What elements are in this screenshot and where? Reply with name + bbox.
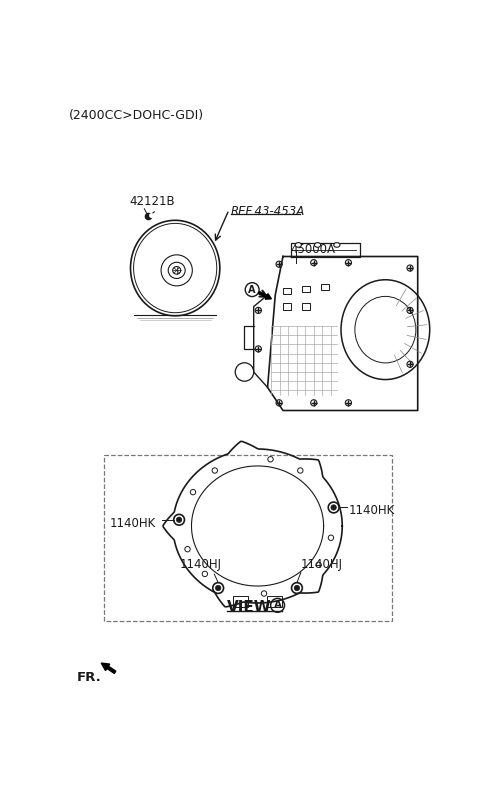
Text: FR.: FR. bbox=[77, 671, 101, 684]
Circle shape bbox=[176, 517, 182, 522]
Bar bbox=[302, 303, 310, 310]
Text: REF.43-453A: REF.43-453A bbox=[230, 205, 305, 218]
Ellipse shape bbox=[295, 243, 301, 247]
Bar bbox=[233, 596, 248, 607]
Circle shape bbox=[216, 585, 221, 591]
Text: 1140HJ: 1140HJ bbox=[180, 558, 222, 571]
Bar bbox=[322, 284, 329, 291]
Text: A: A bbox=[274, 600, 282, 611]
Text: 45000A: 45000A bbox=[291, 243, 336, 256]
Ellipse shape bbox=[314, 243, 321, 247]
FancyArrow shape bbox=[101, 663, 116, 673]
Ellipse shape bbox=[334, 243, 340, 247]
Bar bbox=[267, 596, 282, 607]
Text: A: A bbox=[249, 284, 256, 295]
FancyArrow shape bbox=[259, 292, 271, 299]
Circle shape bbox=[294, 585, 300, 591]
Text: 1140HK: 1140HK bbox=[110, 517, 156, 529]
Text: 1140HJ: 1140HJ bbox=[301, 558, 343, 571]
Text: (2400CC>DOHC-GDI): (2400CC>DOHC-GDI) bbox=[69, 109, 204, 122]
Text: 1140HK: 1140HK bbox=[349, 504, 396, 517]
Bar bbox=[104, 455, 392, 621]
Bar bbox=[302, 286, 310, 292]
Circle shape bbox=[331, 505, 336, 510]
Text: VIEW: VIEW bbox=[227, 600, 271, 615]
Bar bbox=[283, 303, 291, 310]
Bar bbox=[283, 288, 291, 294]
Text: 42121B: 42121B bbox=[129, 195, 175, 208]
